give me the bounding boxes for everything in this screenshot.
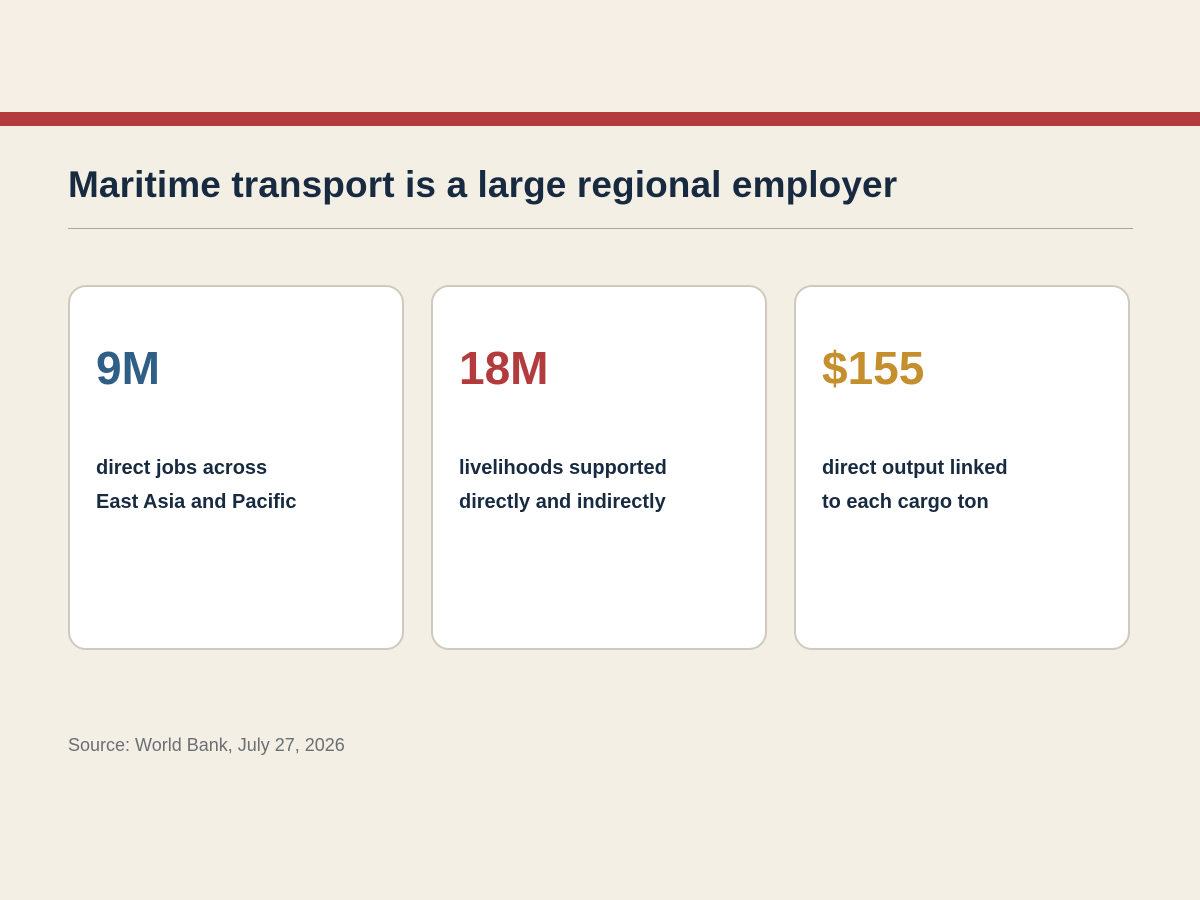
stat-description: direct output linked to each cargo ton [822,451,1008,519]
stat-value: $155 [822,342,925,394]
stat-value: 18M [459,342,549,394]
stat-description-line: livelihoods supported [459,457,667,479]
stat-description-line: direct output linked [822,457,1008,479]
source-note: Source: World Bank, July 27, 2026 [68,735,345,755]
stat-card-livelihoods: 18M livelihoods supported directly and i… [431,285,767,650]
stat-card-output: $155 direct output linked to each cargo … [794,285,1130,650]
stat-description-line: East Asia and Pacific [96,491,297,513]
title-divider [68,228,1133,229]
stat-description-line: to each cargo ton [822,491,989,513]
stat-card-direct-jobs: 9M direct jobs across East Asia and Paci… [68,285,404,650]
stat-description-line: directly and indirectly [459,491,666,513]
accent-bar [0,112,1200,126]
top-band [0,0,1200,112]
stat-description: direct jobs across East Asia and Pacific [96,451,296,519]
stat-value: 9M [96,342,160,394]
stat-description: livelihoods supported directly and indir… [459,451,667,519]
page-title: Maritime transport is a large regional e… [68,164,898,205]
stat-description-line: direct jobs across [96,457,268,479]
